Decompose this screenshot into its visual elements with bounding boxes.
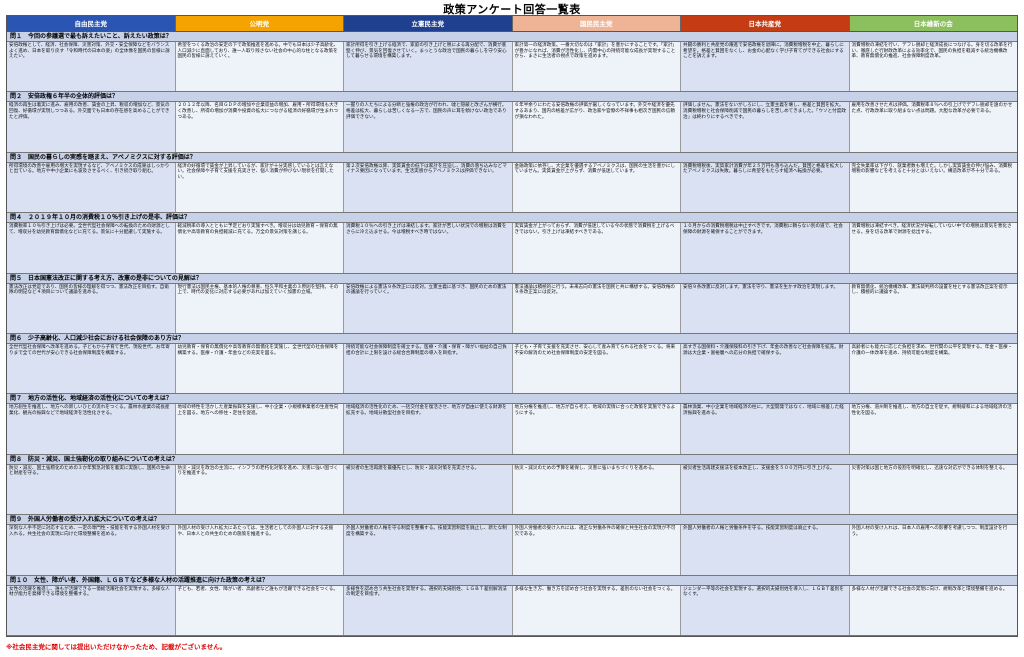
party-header-3: 立憲民主党 bbox=[344, 16, 513, 31]
party-header-4: 国民民主党 bbox=[512, 16, 681, 31]
answer-cell: ジェンダー平等の社会を実現する。選択的夫婦別姓を導入し、ＬＧＢＴ差別をなくす。 bbox=[681, 585, 850, 636]
answer-cell: 農林漁業、中小企業を地域経済の柱に。大型開発ではなく、地域に根差した経済振興を進… bbox=[681, 404, 850, 454]
answer-cell: 消費税率１０％引き上げは必要。全世代型社会保障への転換のための財源として、増収分… bbox=[7, 223, 176, 273]
answer-cell: １０月からの消費税増税は中止すべきです。消費税に頼らない別の道で、社会保障の財源… bbox=[681, 223, 850, 273]
answer-cell: 消費税増税後、実質家計消費が年２５万円も落ち込んだ。貧困と格差を拡大したアベノミ… bbox=[681, 162, 850, 213]
answer-cell: 完全失業率は下がり、就業者数も増えた。しかし実質賃金の伸び悩み、消費税増税の影響… bbox=[849, 162, 1017, 213]
answer-cell: 防災・減災を政治の主流に。インフラの老朽化対策を進め、災害に強い国づくりを推進す… bbox=[175, 464, 344, 515]
answer-row: 深刻な人手不足に対応するため、一定の専門性・技能を有する外国人材を受け入れる。共… bbox=[7, 525, 1017, 576]
answer-cell: 外国人材の受け入れ拡大にあたっては、生活者としての外国人に対する支援や、日本人と… bbox=[175, 525, 344, 575]
answer-cell: 安倍９条改憲に反対します。憲法を守り、憲法を生かす政治を実現します。 bbox=[681, 283, 850, 334]
answer-cell: 災害対策は国と地方の役割を明確化し、迅速な対応ができる体制を整える。 bbox=[849, 464, 1017, 515]
answer-cell: 安倍政権による憲法９条改正には反対。立憲主義に基づき、国民のための憲法の議論を行… bbox=[344, 283, 513, 334]
answer-cell: 深刻な人手不足に対応するため、一定の専門性・技能を有する外国人材を受け入れる。共… bbox=[7, 525, 176, 575]
answer-cell: 外国人労働者の受け入れには、適正な労働条件の確保と共生社会の実現が不可欠である。 bbox=[512, 525, 681, 575]
answer-cell: 子ども、若者、女性、障がい者、高齢者など誰もが活躍できる社会をつくる。 bbox=[175, 585, 344, 636]
answer-row: 消費税率１０％引き上げは必要。全世代型社会保障への転換のための財源として、増収分… bbox=[7, 223, 1017, 274]
answer-cell: 家計第一の経済政策。一番大切なのは「家計」を豊かにすることです。「家計」が豊かに… bbox=[512, 42, 681, 92]
answer-cell: 所得環境の改善や雇用の増大を実現するなど、アベノミクスの成果はしっかりと出ている… bbox=[7, 162, 176, 213]
answer-cell: 安倍政権として、経済、社会保障、災害対策、外交・安全保障などをバランスよく進め、… bbox=[7, 42, 176, 92]
answer-cell: 全世代型社会保障へ改革を進める。子どもから子育て世代、現役世代、お年寄りまで全て… bbox=[7, 344, 176, 394]
answer-cell: 多様性を認め合う共生社会を実現する。選択的夫婦別姓、ＬＧＢＴ差別解消法の制定を目… bbox=[344, 585, 513, 636]
answer-cell: 雇用を改善させた点は評価。消費税率８％への引上げでデフレ脱却を遠のかせた点、行政… bbox=[849, 102, 1017, 152]
answer-cell: 外国人材の受け入れは、日本人の雇用への影響を考慮しつつ、制度設計を行う。 bbox=[849, 525, 1017, 575]
party-header-5: 日本共産党 bbox=[681, 16, 850, 31]
answer-cell: ６年半余りにわたる安倍政権の評価が厳しくなっています。外交や経済を優先するあまり… bbox=[512, 102, 681, 152]
answer-cell: 共闘の勝利と共産党の躍進で安倍政権を退陣に。消費税増税を中止、暮らしに希望を。格… bbox=[681, 42, 850, 92]
answer-cell: 防災・減災、国土強靭化のための３か年緊急対策を着実に実施し、国民の生命と財産を守… bbox=[7, 464, 176, 515]
answer-cell: 防災・減災のための予算を確保し、災害に強いまちづくりを進める。 bbox=[512, 464, 681, 515]
answer-cell: 金融政策に依存し、大企業を優遇するアベノミクスは、国民の生活を豊かにしていません… bbox=[512, 162, 681, 213]
answer-cell: 外国人労働者の人権を守る制度を整備する。技能実習制度を廃止し、新たな制度を構築す… bbox=[344, 525, 513, 575]
answer-cell: 消費増税の凍結を行い、デフレ脱却と経済成長につなげる。身を切る改革を行い、徹底し… bbox=[849, 42, 1017, 92]
answer-cell: 消費増税は凍結すべき。経済状況が好転していない中での増税は景気を悪化させる。身を… bbox=[849, 223, 1017, 273]
answer-row: 所得環境の改善や雇用の増大を実現するなど、アベノミクスの成果はしっかりと出ている… bbox=[7, 162, 1017, 214]
answer-row: 地方創生を推進し、地方への新しいひとの流れをつくる。農林水産業の成長産業化、観光… bbox=[7, 404, 1017, 455]
answer-cell: 高齢者にも能力に応じた負担を求め、世代間の公平を実現する。年金・医療・介護の一体… bbox=[849, 344, 1017, 394]
answer-cell: 女性の活躍を推進し、誰もが活躍できる一億総活躍社会を実現する。多様な人材が能力を… bbox=[7, 585, 176, 636]
question-row: 問４ ２０１９年１０月の消費税１０％引き上げの是非、評価は？ bbox=[7, 213, 1017, 224]
answer-cell: 家計所得を引き上げる経済で、家庭の引き上げと税による再分配で、消費が底堅く伸び、… bbox=[344, 42, 513, 92]
answer-cell: 軽減税率の導入とともに予定どおり実施すべき。増収分は幼児教育・保育の無償化や高等… bbox=[175, 223, 344, 273]
footer-note: ※社会民主党に関しては提出いただけなかったため、記載がございません。 bbox=[6, 643, 227, 651]
question-row: 問７ 地方の活性化、地域経済の活性化についての考えは？ bbox=[7, 394, 1017, 405]
answer-cell: ２０１２年以降、名目ＧＤＰの増加や企業収益の増加、雇用・所得環境も大きく改善し、… bbox=[175, 102, 344, 152]
question-row: 問２ 安倍政権６年半の全体的評価は？ bbox=[7, 92, 1017, 103]
answer-cell: 一握りの人たちによる分断と強権の政治が行われ、嘘と隠蔽と改ざんが横行。格差は拡大… bbox=[344, 102, 513, 152]
question-row: 問５ 日本国憲法改正に関する考え方、改憲の是非についての見解は？ bbox=[7, 273, 1017, 284]
question-row: 問６ 少子高齢化、人口減少社会における社会保障のあり方は？ bbox=[7, 334, 1017, 345]
answer-cell: 実質賃金が上がっておらず、消費が低迷している今の状態で消費税を上げるべきではない… bbox=[512, 223, 681, 273]
answer-cell: 多様な人材が活躍できる社会の実現に向け、規制改革と環境整備を進める。 bbox=[849, 585, 1017, 636]
answer-cell: 教育無償化、統治機構改革、憲法裁判所の設置を柱とする憲法改正案を提示し、積極的に… bbox=[849, 283, 1017, 334]
answer-cell: 消費税１０％への引き上げは凍結します。家計が苦しい状況での増税は消費をさらに冷え… bbox=[344, 223, 513, 273]
answer-cell: 評価しません。憲法をないがしろにし、立憲主義を壊し、格差と貧困を拡大。消費税増税… bbox=[681, 102, 850, 152]
answer-cell: 憲法改正は党是であり、国民の皆様の理解を得つつ、憲法改正を目指す。自衛隊の明記な… bbox=[7, 283, 176, 334]
answer-row: 憲法改正は党是であり、国民の皆様の理解を得つつ、憲法改正を目指す。自衛隊の明記な… bbox=[7, 283, 1017, 335]
answer-cell: 地方創生を推進し、地方への新しいひとの流れをつくる。農林水産業の成長産業化、観光… bbox=[7, 404, 176, 454]
answer-cell: 外国人労働者の人権と労働条件を守る。技能実習制度は廃止する。 bbox=[681, 525, 850, 575]
answer-cell: 多様な生き方、働き方を認め合う社会を実現する。差別のない社会をつくる。 bbox=[512, 585, 681, 636]
question-row: 問１ 今回の参議選で最も訴えたいこと、訴えたい政策は？ bbox=[7, 32, 1017, 42]
party-header-row: 自由民主党 公明党 立憲民主党 国民民主党 日本共産党 日本維新の会 bbox=[7, 16, 1017, 32]
survey-table: 自由民主党 公明党 立憲民主党 国民民主党 日本共産党 日本維新の会 問１ 今回の参議選で… bbox=[6, 15, 1018, 637]
answer-cell: 第２次安倍政権以降、実質賃金の低下は家計を圧迫し、消費の落ち込みなどマイナス要因… bbox=[344, 162, 513, 213]
answer-cell: 高すぎる国保料・介護保険料の引き下げ、年金の改善など社会保障を拡充。財源は大企業… bbox=[681, 344, 850, 394]
question-row: 問９ 外国人労働者の受け入れ拡大についての考えは？ bbox=[7, 515, 1017, 526]
question-row: 問１０ 女性、障がい者、外国籍、ＬＧＢＴなど多様な人材の活躍推進に向けた政策の考… bbox=[7, 575, 1017, 586]
answer-cell: 希望をつくる政治の安定の下で政策推進を進める。中でも日本は少子高齢化、人口減少に… bbox=[175, 42, 344, 92]
answer-cell: 幼児教育・保育の無償化や高等教育の無償化を実施し、全世代型の社会保障を構築する。… bbox=[175, 344, 344, 394]
answer-cell: 地域経済の活性化のため、一括交付金を復活させ、地方が自由に使える財源を拡充する。… bbox=[344, 404, 513, 454]
page-title: 政策アンケート回答一覧表 bbox=[443, 3, 581, 16]
answer-row: 経済の再生は着実に進み、雇用の改善、賃金の上昇、税収の増加など、景気の回復、好循… bbox=[7, 102, 1017, 153]
answer-cell: 地方分権を推進し、地方が自ら考え、地域の実情に合った政策を実施できるようにする。 bbox=[512, 404, 681, 454]
party-header-1: 自由民主党 bbox=[7, 16, 176, 31]
answer-cell: 子ども・子育て支援を充実させ、安心して産み育てられる社会をつくる。将来不安の解消… bbox=[512, 344, 681, 394]
party-header-6: 日本維新の会 bbox=[849, 16, 1017, 31]
survey-body: 問１ 今回の参議選で最も訴えたいこと、訴えたい政策は？ 安倍政権として、経済、社会… bbox=[7, 32, 1017, 637]
answer-cell: 経済の再生は着実に進み、雇用の改善、賃金の上昇、税収の増加など、景気の回復、好循… bbox=[7, 102, 176, 152]
party-header-2: 公明党 bbox=[175, 16, 344, 31]
answer-row: 女性の活躍を推進し、誰もが活躍できる一億総活躍社会を実現する。多様な人材が能力を… bbox=[7, 585, 1017, 637]
answer-cell: 憲法議論は積極的に行う。未来志向の憲法を国民と共に構想する。安倍政権の９条改正案… bbox=[512, 283, 681, 334]
answer-cell: 被災者生活再建支援法を抜本改正し、支援金を５００万円に引き上げる。 bbox=[681, 464, 850, 515]
answer-cell: 被災者の生活再建を最優先とし、防災・減災対策を充実させる。 bbox=[344, 464, 513, 515]
answer-cell: 地域の特性を活かした産業振興を支援し、中小企業・小規模事業者の生産性向上を図る。… bbox=[175, 404, 344, 454]
answer-cell: 経済の好循環で賃金が上昇しているが、家計が十分実感しているとは言えない。社会保障… bbox=[175, 162, 344, 213]
question-row: 問８ 防災・減災、国土強靭化の取り組みについての考えは？ bbox=[7, 454, 1017, 465]
answer-cell: 現行憲法は国民主権、基本的人権の尊重、恒久平和主義の３原則を堅持。その上で、時代… bbox=[175, 283, 344, 334]
answer-row: 全世代型社会保障へ改革を進める。子どもから子育て世代、現役世代、お年寄りまで全て… bbox=[7, 344, 1017, 395]
question-row: 問３ 国民の暮らしの実感を踏まえ、アベノミクスに対する評価は？ bbox=[7, 152, 1017, 163]
answer-row: 安倍政権として、経済、社会保障、災害対策、外交・安全保障などをバランスよく進め、… bbox=[7, 42, 1017, 93]
answer-cell: 持続可能な社会保障制度を確立する。医療・介護・保育・障がい福祉の自己負担の合計に… bbox=[344, 344, 513, 394]
answer-row: 防災・減災、国土強靭化のための３か年緊急対策を着実に実施し、国民の生命と財産を守… bbox=[7, 464, 1017, 516]
answer-cell: 地方分権、道州制を推進し、地方の自立を促す。規制緩和による地域経済の活性化を図る… bbox=[849, 404, 1017, 454]
